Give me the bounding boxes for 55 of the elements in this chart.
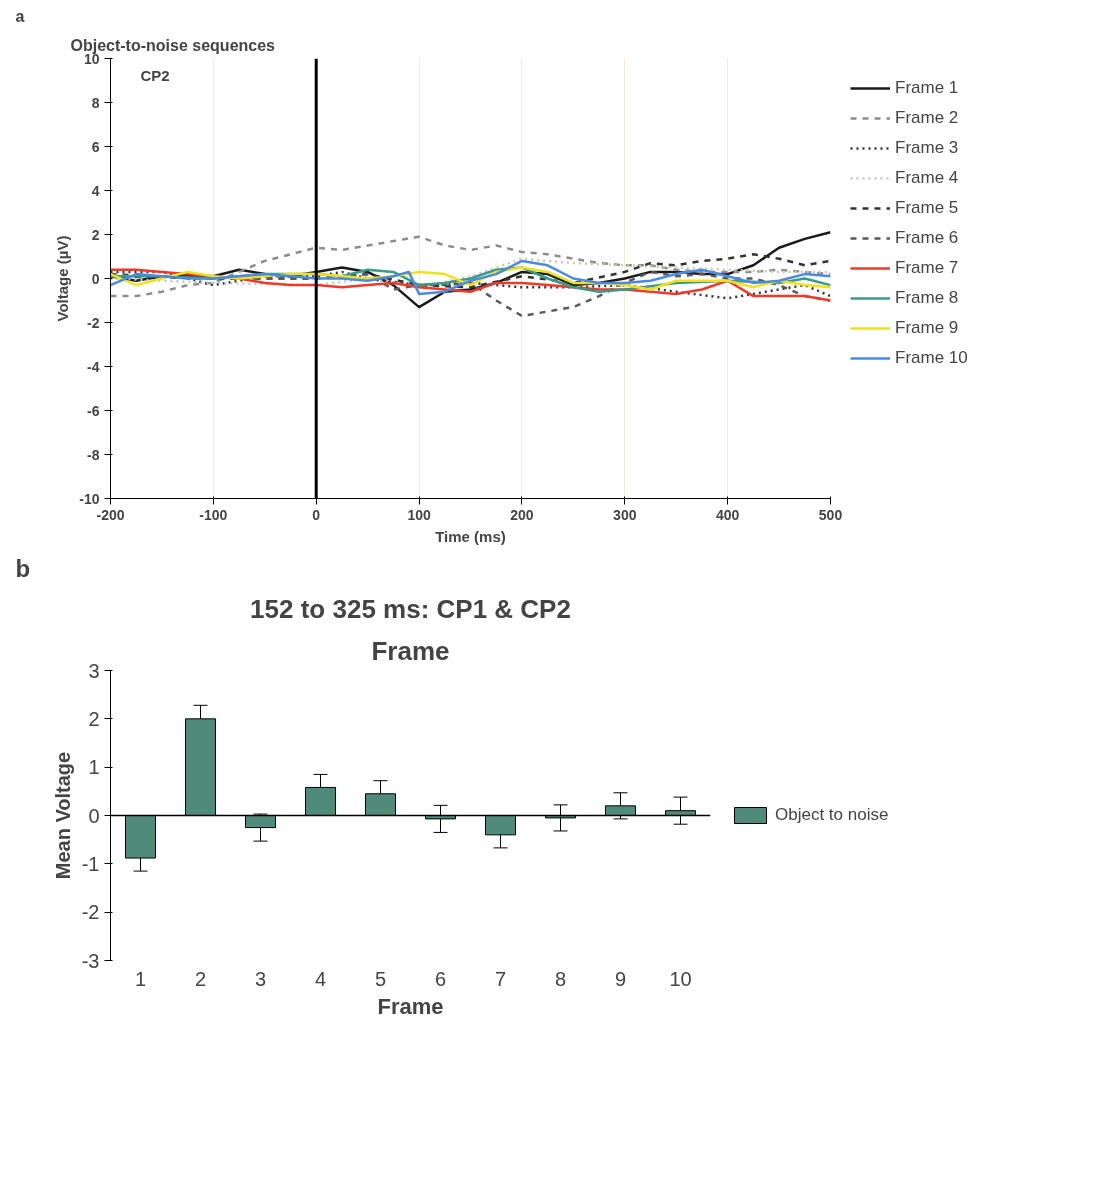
y-tick-label: -2 (81, 901, 100, 924)
legend-label: Frame 8 (895, 288, 959, 308)
x-tick-label: 300 (613, 506, 637, 523)
x-tick-label: 400 (715, 506, 740, 523)
annotation: CP2 (140, 66, 170, 84)
x-tick-label: 500 (818, 506, 843, 523)
y-tick-label: -4 (87, 358, 100, 375)
y-tick-label: 3 (88, 659, 100, 682)
x-tick-label: 200 (510, 506, 534, 523)
legend-label: Frame 3 (895, 138, 959, 158)
legend-label: Frame 6 (895, 228, 959, 248)
y-tick-label: 1 (88, 756, 100, 779)
x-tick-label: 1 (134, 967, 147, 990)
chart-title: 152 to 325 ms: CP1 & CP2 (250, 593, 571, 624)
x-axis-title: Frame (377, 993, 444, 1019)
y-tick-label: -1 (81, 852, 100, 875)
x-tick-label: 3 (254, 967, 267, 990)
legend-label: Frame 10 (895, 348, 968, 368)
x-tick-label: 100 (407, 506, 431, 523)
x-tick-label: -100 (199, 506, 228, 523)
y-tick-label: -8 (87, 446, 100, 463)
y-tick-label: 2 (91, 226, 100, 243)
y-tick-label: 0 (91, 270, 100, 287)
legend-label: Frame 2 (895, 108, 959, 128)
legend-label: Object to noise (775, 805, 889, 825)
x-tick-label: 0 (312, 506, 321, 523)
y-tick-label: -2 (87, 314, 100, 331)
x-tick-label: 6 (434, 967, 447, 990)
x-tick-label: 2 (194, 967, 207, 990)
y-tick-label: -10 (79, 490, 100, 507)
x-tick-label: -200 (96, 506, 125, 523)
x-tick-label: 7 (494, 967, 507, 990)
legend-label: Frame 4 (895, 168, 959, 188)
text: b (15, 554, 31, 582)
y-axis-title: Mean Voltage (51, 751, 74, 880)
x-axis-title: Time (ms) (435, 527, 506, 545)
legend-label: Frame 5 (895, 198, 959, 218)
legend-label: Frame 7 (895, 258, 959, 278)
legend-label: Frame 9 (895, 318, 959, 338)
chart-subtitle: Frame (371, 635, 450, 666)
y-tick-label: 8 (91, 94, 100, 111)
x-tick-label: 9 (614, 967, 627, 990)
text: a (15, 7, 25, 25)
y-axis-title: Voltage (µV) (54, 235, 72, 322)
x-tick-label: 5 (374, 967, 387, 990)
y-tick-label: 4 (91, 182, 100, 199)
y-tick-label: -6 (87, 402, 100, 419)
y-tick-label: 0 (88, 804, 100, 827)
y-tick-label: 6 (91, 138, 100, 155)
y-tick-label: 2 (88, 707, 100, 730)
x-tick-label: 8 (554, 967, 567, 990)
x-tick-label: 4 (314, 967, 327, 990)
legend-label: Frame 1 (895, 78, 959, 98)
x-tick-label: 10 (669, 967, 692, 990)
y-tick-label: -3 (81, 949, 100, 972)
